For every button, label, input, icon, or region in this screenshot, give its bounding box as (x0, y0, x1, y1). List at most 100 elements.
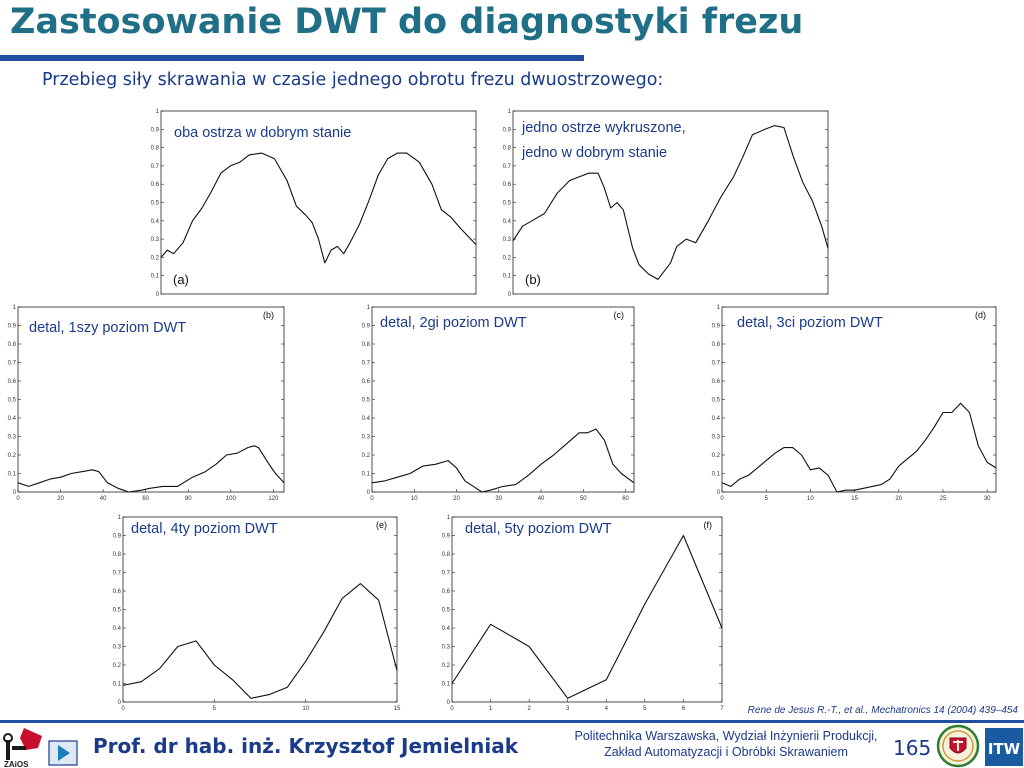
y-tick-label: 0.9 (712, 324, 721, 330)
y-tick-label: 0.5 (151, 201, 160, 207)
plot-detail-5-label: detal, 5ty poziom DWT (465, 517, 612, 542)
plot-frame (160, 110, 477, 295)
y-tick-label: 0 (508, 292, 512, 298)
y-tick-label: 0 (13, 490, 17, 496)
y-tick-label: 0 (367, 490, 371, 496)
y-tick-label: 0.9 (8, 324, 17, 330)
plot-label-line: detal, 1szy poziom DWT (29, 320, 187, 336)
plot-detail-4: 1 0.9 0.8 0.7 0.6 0.5 0.4 0.3 0.2 0.1 00 5 10 15 (e) (113, 515, 401, 712)
y-tick-label: 0.3 (151, 237, 160, 243)
y-tick-label: 1 (447, 515, 451, 521)
plot-signal-a-label: oba ostrza w dobrym stanie (174, 121, 351, 146)
y-tick-label: 0.2 (151, 255, 160, 261)
x-tick-label: 30 (984, 496, 991, 502)
plot-label-line: detal, 3ci poziom DWT (737, 315, 883, 331)
x-tick-label: 10 (807, 496, 814, 502)
plot-tag: (e) (376, 520, 387, 530)
institution-line: Politechnika Warszawska, Wydział Inżynie… (574, 729, 878, 743)
y-tick-label: 1 (508, 109, 512, 115)
plot-label-line: detal, 5ty poziom DWT (465, 521, 612, 537)
y-tick-label: 0.7 (113, 571, 122, 577)
x-tick-label: 40 (100, 496, 107, 502)
x-tick-label: 25 (940, 496, 947, 502)
y-tick-label: 1 (156, 109, 160, 115)
plot-tag: (a) (173, 272, 189, 287)
y-tick-label: 0.6 (712, 379, 721, 385)
x-tick-label: 15 (394, 706, 401, 712)
x-tick-label: 10 (411, 496, 418, 502)
nav-next-button[interactable] (48, 740, 78, 766)
y-tick-label: 0.6 (442, 589, 451, 595)
x-tick-label: 50 (580, 496, 587, 502)
y-tick-label: 0.7 (362, 361, 371, 367)
itw-logo: ITW (985, 728, 1023, 766)
series-line (122, 583, 398, 699)
y-tick-label: 0.5 (8, 398, 17, 404)
y-tick-label: 0.3 (503, 237, 512, 243)
y-tick-label: 0.7 (442, 571, 451, 577)
zaios-logo: ZAiOS (3, 728, 42, 768)
y-tick-label: 0.6 (362, 379, 371, 385)
y-tick-label: 0.2 (503, 255, 512, 261)
x-tick-label: 20 (895, 496, 902, 502)
y-tick-label: 1 (118, 515, 122, 521)
x-tick-label: 100 (226, 496, 237, 502)
y-tick-label: 0.5 (362, 398, 371, 404)
plot-label-line: detal, 4ty poziom DWT (131, 521, 278, 537)
y-tick-label: 0.9 (442, 534, 451, 540)
plot-label-line: jedno ostrze wykruszone, (522, 120, 686, 136)
y-tick-label: 0.6 (8, 379, 17, 385)
x-tick-label: 0 (450, 706, 454, 712)
x-tick-label: 20 (453, 496, 460, 502)
x-tick-label: 0 (121, 706, 125, 712)
y-tick-label: 0.4 (362, 416, 371, 422)
x-tick-label: 10 (302, 706, 309, 712)
x-tick-label: 1 (489, 706, 493, 712)
y-tick-label: 0.7 (712, 361, 721, 367)
y-tick-label: 1 (367, 305, 371, 311)
y-tick-label: 0.2 (113, 663, 122, 669)
footer-institution: Politechnika Warszawska, Wydział Inżynie… (560, 728, 892, 760)
y-tick-label: 0.9 (113, 534, 122, 540)
x-tick-label: 4 (605, 706, 609, 712)
university-crest-logo (936, 724, 980, 768)
y-tick-label: 0.7 (8, 361, 17, 367)
y-tick-label: 0.1 (151, 274, 160, 280)
y-tick-label: 0.7 (151, 164, 160, 170)
y-tick-label: 0.9 (362, 324, 371, 330)
y-tick-label: 0.1 (113, 682, 122, 688)
plot-signal-b-label: jedno ostrze wykruszone, jedno w dobrym … (522, 116, 686, 166)
y-tick-label: 0.1 (503, 274, 512, 280)
y-tick-label: 0 (447, 700, 451, 706)
y-tick-label: 0.1 (362, 472, 371, 478)
y-tick-label: 0.8 (113, 552, 122, 558)
y-tick-label: 0.1 (442, 682, 451, 688)
x-tick-label: 60 (142, 496, 149, 502)
slide-title: Zastosowanie DWT do diagnostyki frezu (10, 2, 804, 42)
title-underline (0, 55, 584, 61)
series-line (371, 428, 635, 493)
x-tick-label: 0 (720, 496, 724, 502)
plot-tag: (b) (525, 272, 541, 287)
play-icon (58, 745, 70, 761)
y-tick-label: 0 (118, 700, 122, 706)
series-line (160, 152, 477, 264)
series-line (512, 125, 829, 280)
x-tick-label: 120 (268, 496, 279, 502)
footer-rule (0, 720, 1024, 723)
y-tick-label: 0.4 (503, 219, 512, 225)
x-tick-label: 2 (527, 706, 531, 712)
x-tick-label: 3 (566, 706, 570, 712)
y-tick-label: 0.3 (442, 645, 451, 651)
y-tick-label: 1 (13, 305, 17, 311)
plot-detail-1: 1 0.9 0.8 0.7 0.6 0.5 0.4 0.3 0.2 0.1 00 20 40 60 80 10… (8, 305, 285, 502)
y-tick-label: 0.3 (362, 435, 371, 441)
y-tick-label: 1 (717, 305, 721, 311)
x-tick-label: 15 (851, 496, 858, 502)
x-tick-label: 0 (370, 496, 374, 502)
x-tick-label: 5 (643, 706, 647, 712)
y-tick-label: 0.6 (151, 182, 160, 188)
x-tick-label: 40 (538, 496, 545, 502)
y-tick-label: 0.1 (712, 472, 721, 478)
y-tick-label: 0.8 (442, 552, 451, 558)
